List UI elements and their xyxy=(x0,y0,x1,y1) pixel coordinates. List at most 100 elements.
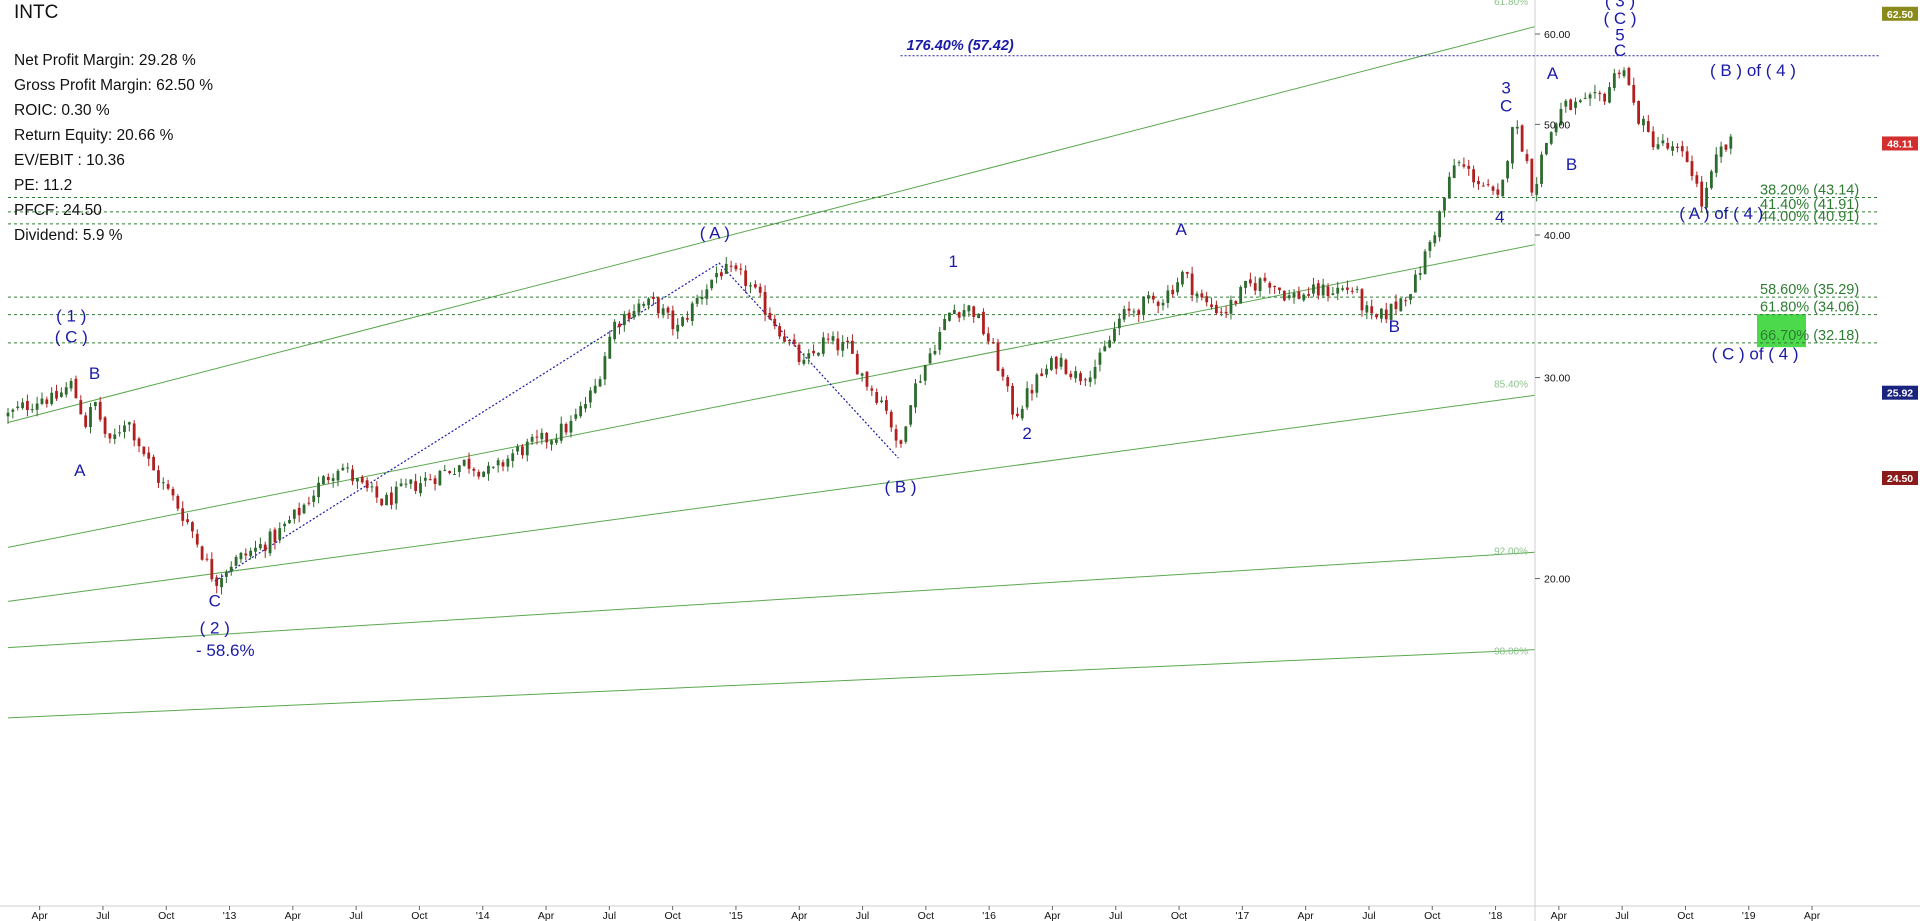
wave-label: ( 3 ) xyxy=(1605,0,1635,11)
channel-line xyxy=(7,26,1535,424)
candle-body xyxy=(812,350,815,354)
candle-body xyxy=(554,439,558,443)
candle-body xyxy=(1379,308,1383,319)
candle-body xyxy=(1079,373,1082,382)
candle-body xyxy=(1239,286,1243,304)
candle-body xyxy=(1384,309,1388,320)
target-level-label: 176.40% (57.42) xyxy=(907,38,1014,54)
candle-body xyxy=(540,432,544,440)
wave-label: C xyxy=(209,592,221,611)
candle-body xyxy=(472,468,476,471)
x-tick-label: Jul xyxy=(349,910,362,921)
candle-body xyxy=(724,263,728,274)
channel-line xyxy=(7,394,1535,602)
candle-body xyxy=(661,308,665,316)
wave-label: ( 1 ) xyxy=(56,306,86,325)
candle-body xyxy=(918,381,922,383)
candle-body xyxy=(1316,283,1320,296)
candle-body xyxy=(753,284,757,288)
candle-body xyxy=(1428,242,1432,251)
candle-body xyxy=(826,338,830,340)
candle-body xyxy=(1278,287,1281,291)
candle-body xyxy=(763,291,767,315)
candle-body xyxy=(322,476,325,485)
candle-body xyxy=(1122,309,1126,320)
x-tick-label: Oct xyxy=(158,910,174,921)
x-tick-label: Apr xyxy=(1297,910,1314,921)
price-candles xyxy=(6,66,1733,595)
candle-body xyxy=(278,528,282,540)
candle-body xyxy=(1001,368,1005,377)
candle-body xyxy=(967,305,971,312)
candle-body xyxy=(346,467,350,469)
wave-label: A xyxy=(74,461,86,480)
stat-return-equity: Return Equity: 20.66 % xyxy=(14,127,174,144)
candle-body xyxy=(1229,299,1233,314)
x-tick-label: Oct xyxy=(411,910,427,921)
candle-body xyxy=(1350,290,1354,292)
candle-body xyxy=(360,476,364,483)
candle-body xyxy=(1496,189,1500,195)
candle-body xyxy=(166,484,170,489)
candle-body xyxy=(773,318,777,327)
candle-body xyxy=(550,440,553,445)
candle-body xyxy=(807,353,811,359)
candle-body xyxy=(928,353,932,364)
channel-line xyxy=(7,649,1535,719)
candle-body xyxy=(389,492,393,505)
wave-label: ( A ) xyxy=(700,224,730,243)
candle-body xyxy=(1409,294,1412,300)
candle-body xyxy=(758,286,762,293)
candle-body xyxy=(739,268,743,270)
candle-body xyxy=(1588,94,1592,99)
candle-body xyxy=(972,306,976,317)
candle-body xyxy=(385,494,388,506)
candle-body xyxy=(103,417,107,434)
candle-body xyxy=(584,403,587,409)
candle-body xyxy=(1035,374,1039,393)
candle-body xyxy=(1452,165,1456,179)
candle-body xyxy=(1637,101,1641,124)
candle-body xyxy=(652,296,655,299)
candle-body xyxy=(681,317,684,326)
candle-body xyxy=(1088,377,1092,383)
candle-body xyxy=(1321,284,1325,296)
candle-body xyxy=(671,310,675,330)
candle-body xyxy=(598,379,602,387)
candle-body xyxy=(1574,101,1577,108)
candle-body xyxy=(564,424,568,433)
candle-body xyxy=(700,296,704,300)
candle-body xyxy=(113,434,117,440)
candle-body xyxy=(525,441,529,456)
candle-body xyxy=(1258,278,1262,291)
candle-body xyxy=(579,406,583,417)
candle-body xyxy=(506,458,510,467)
candle-body xyxy=(783,336,786,342)
candle-body xyxy=(331,478,335,481)
x-tick-label: Jul xyxy=(856,910,869,921)
x-tick-label: Apr xyxy=(791,910,808,921)
candle-body xyxy=(1569,99,1573,111)
candle-body xyxy=(1312,284,1315,294)
candle-body xyxy=(1375,314,1378,318)
candle-body xyxy=(254,547,257,552)
candle-body xyxy=(448,471,452,474)
wave-label: A xyxy=(1547,64,1559,83)
candle-body xyxy=(734,265,738,270)
candle-body xyxy=(302,504,306,514)
candle-body xyxy=(288,519,291,524)
candle-body xyxy=(695,297,699,304)
x-tick-label: Apr xyxy=(538,910,555,921)
candle-body xyxy=(1685,151,1689,163)
candle-body xyxy=(1297,291,1301,299)
candle-body xyxy=(1253,283,1257,291)
candle-body xyxy=(1006,377,1010,387)
candle-body xyxy=(797,344,801,363)
x-tick-label: Apr xyxy=(1044,910,1061,921)
candle-body xyxy=(123,425,126,433)
candle-body xyxy=(74,378,78,399)
candle-body xyxy=(1564,100,1568,107)
x-tick-label: Jul xyxy=(1109,910,1122,921)
